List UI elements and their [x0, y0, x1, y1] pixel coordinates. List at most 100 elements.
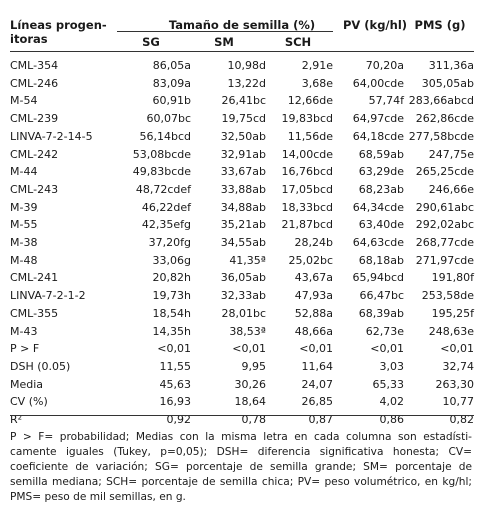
sch-value: 11,64: [301, 359, 334, 373]
sch-value: 52,88a: [294, 306, 333, 320]
line-name: M-43: [10, 324, 38, 338]
table-row: CV (%) 16,93 18,64 26,85 4,02 10,77: [10, 393, 474, 411]
pv-value: 65,94bcd: [352, 271, 404, 285]
pv-value: 68,23ab: [358, 182, 404, 196]
line-name: M-48: [10, 253, 38, 267]
table-row: CML-243 48,72cdef 33,88ab 17,05bcd 68,23ab 24…: [10, 181, 474, 199]
sg-value: 49,83bcde: [132, 165, 191, 179]
table-row: M-44 49,83bcde 33,67ab 16,76bcd 63,29de 265,2…: [10, 163, 474, 181]
line-name: CML-242: [10, 147, 59, 161]
pms-value: 247,75e: [428, 147, 474, 161]
sg-value: 53,08bcde: [132, 147, 191, 161]
table-row: LINVA-7-2-14-5 56,14bcd 32,50ab 11,56de 64,1…: [10, 128, 474, 146]
sg-value: 16,93: [159, 395, 192, 409]
pv-value: <0,01: [370, 342, 404, 356]
bottom-rule: [10, 415, 474, 416]
line-name: M-55: [10, 218, 38, 232]
sch-value: 19,83bcd: [281, 112, 333, 126]
sm-value: 32,50ab: [220, 129, 266, 143]
pv-value: 66,47bc: [359, 289, 404, 303]
sg-value: 83,09a: [152, 76, 191, 90]
line-name: P > F: [10, 342, 40, 356]
pv-value: 63,29de: [358, 165, 404, 179]
sg-value: 60,07bc: [146, 112, 191, 126]
footnote: P > F= probabilidad; Medias con la misma…: [10, 431, 472, 503]
header-subrule: [117, 31, 333, 32]
pv-value: 70,20a: [365, 59, 404, 72]
pv-value: 3,03: [379, 359, 405, 373]
sm-value: 38,53ª: [229, 324, 266, 338]
pms-value: 277,58bcde: [408, 129, 474, 143]
sch-value: 18,33bcd: [281, 200, 333, 214]
sm-value: 34,88ab: [220, 200, 266, 214]
sg-value: 11,55: [159, 359, 192, 373]
sch-value: 48,66a: [294, 324, 333, 338]
pms-value: 248,63e: [428, 324, 474, 338]
sg-value: 42,35efg: [141, 218, 191, 232]
pv-value: 0,86: [379, 413, 405, 427]
header-lineas: Líneas progen-itoras: [10, 18, 107, 46]
sch-value: 43,67a: [294, 271, 333, 285]
header-pms: PMS (g): [414, 18, 466, 32]
table-row: M-54 60,91b 26,41bc 12,66de 57,74f 283,66abcd: [10, 92, 474, 110]
sm-value: <0,01: [232, 342, 266, 356]
line-name: LINVA-7-2-1-2: [10, 289, 86, 303]
line-name: CV (%): [10, 395, 48, 409]
sm-value: 10,98d: [227, 59, 266, 72]
sg-value: <0,01: [157, 342, 191, 356]
pms-value: 262,86cde: [415, 112, 474, 126]
table-row: Media 45,63 30,26 24,07 65,33 263,30: [10, 376, 474, 394]
pms-value: 311,36a: [428, 59, 474, 72]
header-rule: [10, 51, 474, 52]
sm-value: 28,01bc: [221, 306, 266, 320]
pms-value: 292,02abc: [415, 218, 474, 232]
pv-value: 68,59ab: [358, 147, 404, 161]
line-name: CML-243: [10, 182, 59, 196]
sm-value: 13,22d: [227, 76, 266, 90]
pms-value: 253,58de: [421, 289, 474, 303]
table-row: CML-241 20,82h 36,05ab 43,67a 65,94bcd 191,80…: [10, 269, 474, 287]
pms-value: 271,97cde: [415, 253, 474, 267]
pms-value: <0,01: [440, 342, 474, 356]
pms-value: 32,74: [442, 359, 475, 373]
sg-value: 19,73h: [152, 289, 191, 303]
sg-value: 0,92: [166, 413, 192, 427]
table-row: DSH (0.05) 11,55 9,95 11,64 3,03 32,74: [10, 358, 474, 376]
pms-value: 195,25f: [431, 306, 474, 320]
pv-value: 64,00cde: [352, 76, 404, 90]
line-name: CML-354: [10, 59, 59, 72]
pms-value: 265,25cde: [415, 165, 474, 179]
line-name: CML-246: [10, 76, 59, 90]
sch-value: <0,01: [299, 342, 333, 356]
sch-value: 28,24b: [294, 236, 333, 250]
sch-value: 16,76bcd: [281, 165, 333, 179]
sch-value: 21,87bcd: [281, 218, 333, 232]
pms-value: 305,05ab: [421, 76, 474, 90]
pms-value: 283,66abcd: [408, 94, 474, 108]
header-pv: PV (kg/hl): [342, 18, 408, 32]
line-name: CML-239: [10, 112, 59, 126]
sm-value: 26,41bc: [221, 94, 266, 108]
table-row: M-43 14,35h 38,53ª 48,66a 62,73e 248,63e: [10, 323, 474, 341]
sch-value: 24,07: [301, 377, 334, 391]
sg-value: 46,22def: [141, 200, 191, 214]
line-name: M-44: [10, 165, 38, 179]
pv-value: 64,63cde: [352, 236, 404, 250]
table-row: P > F <0,01 <0,01 <0,01 <0,01 <0,01: [10, 340, 474, 358]
sch-value: 14,00cde: [281, 147, 333, 161]
sg-value: 56,14bcd: [139, 129, 191, 143]
sch-value: 47,93a: [294, 289, 333, 303]
sg-value: 14,35h: [152, 324, 191, 338]
pms-value: 10,77: [442, 395, 475, 409]
header-sg: SG: [142, 35, 160, 49]
table-row: CML-355 18,54h 28,01bc 52,88a 68,39ab 195,25f: [10, 305, 474, 323]
line-name: M-54: [10, 94, 38, 108]
pv-value: 63,40de: [358, 218, 404, 232]
table-row: CML-354 86,05a 10,98d 2,91e 70,20a 311,36a: [10, 57, 474, 75]
sg-value: 18,54h: [152, 306, 191, 320]
sm-value: 36,05ab: [220, 271, 266, 285]
sg-value: 33,06g: [152, 253, 191, 267]
pms-value: 263,30: [435, 377, 475, 391]
sg-value: 86,05a: [152, 59, 191, 72]
sg-value: 37,20fg: [148, 236, 191, 250]
